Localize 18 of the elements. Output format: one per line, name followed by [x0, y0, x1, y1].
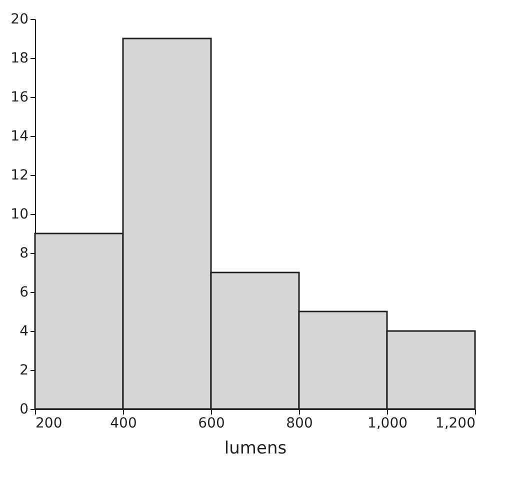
y-tick-label: 2: [20, 362, 28, 378]
y-tick-label: 14: [10, 128, 29, 144]
y-tick-label: 16: [10, 90, 29, 106]
y-tick-label: 0: [20, 402, 28, 418]
y-tick-label: 12: [10, 168, 28, 184]
y-tick-label: 20: [10, 12, 28, 28]
y-tick-label: 18: [10, 50, 28, 66]
x-axis-title: lumens: [224, 438, 287, 458]
y-tick-label: 10: [10, 206, 28, 222]
x-tick-label: 1,200: [435, 416, 476, 432]
x-tick-label: 200: [36, 416, 62, 432]
y-tick-label: 6: [20, 284, 29, 300]
x-tick-label: 1,000: [367, 416, 408, 432]
x-tick-label: 400: [110, 416, 137, 432]
x-tick-label: 800: [286, 416, 313, 432]
x-tick-label: 600: [198, 416, 225, 432]
y-tick-label: 4: [20, 324, 29, 340]
y-tick-label: 8: [20, 246, 28, 262]
